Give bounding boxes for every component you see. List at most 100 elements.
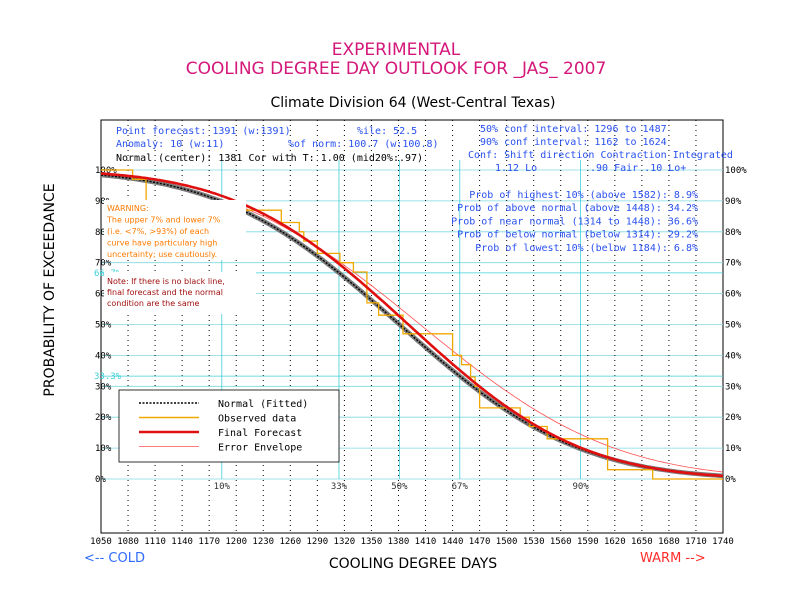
x-tick-1560: 1560: [550, 537, 572, 547]
y-tick-right-100: 100%: [725, 166, 747, 176]
y-tick-left-0: 0%: [95, 475, 106, 485]
x-tick-1440: 1440: [442, 537, 464, 547]
y-tick-left-30: 30%: [95, 382, 112, 392]
x-tick-1080: 1080: [117, 537, 139, 547]
x-tick-1500: 1500: [496, 537, 518, 547]
warning-block: WARNING: The upper 7% and lower 7% (i.e. <…: [106, 204, 221, 259]
title-line2: COOLING DEGREE DAY OUTLOOK FOR _JAS_ 200…: [186, 59, 607, 79]
percent-of-normal-text: %of norm: 100.7 (w:100.8): [288, 139, 439, 150]
prob-line-2: Prob of near normal (1314 to 1448): 36.6…: [451, 216, 698, 227]
cold-label: <-- COLD: [84, 551, 145, 566]
x-axis-title: COOLING DEGREE DAYS: [329, 556, 497, 572]
y-tick-left-20: 20%: [95, 413, 112, 423]
y-tick-left-90: 90%: [95, 197, 112, 207]
y-tick-right-90: 90%: [725, 197, 742, 207]
warning-line-0: WARNING:: [107, 204, 149, 213]
grid: [101, 120, 723, 533]
conf-header-text: Conf: Shift direction Contraction Integr…: [468, 150, 733, 161]
pct-label-2: 50%: [391, 482, 408, 492]
plot-frame: [100, 119, 724, 534]
legend-label-3: Error Envelope: [218, 443, 302, 454]
warning-line-4: uncertainty; use cautiously.: [107, 250, 217, 259]
x-tick-1530: 1530: [523, 537, 545, 547]
x-tick-1290: 1290: [307, 537, 329, 547]
y-tick-left-10: 10%: [95, 444, 112, 454]
note-line-1: final forecast and the normal: [107, 288, 223, 297]
y-tick-left-50: 50%: [95, 321, 112, 331]
x-tick-1380: 1380: [388, 537, 410, 547]
legend: Normal (Fitted) Observed data Final Foreca…: [139, 399, 308, 454]
y-tick-right-40: 40%: [725, 351, 742, 361]
y-tick-left-100: 100%: [95, 166, 117, 176]
y-tick-right-10: 10%: [725, 444, 742, 454]
warm-label: WARM -->: [640, 551, 706, 566]
legend-label-2: Final Forecast: [218, 428, 302, 439]
title-line1: EXPERIMENTAL: [332, 40, 461, 60]
x-tick-1260: 1260: [279, 537, 301, 547]
x-tick-1710: 1710: [685, 537, 707, 547]
y-tick-left-60: 60%: [95, 290, 112, 300]
x-tick-1740: 1740: [712, 537, 734, 547]
point-forecast-text: Point forecast: 1391 (w:1391): [116, 126, 291, 137]
pct-label-3: 67%: [452, 482, 469, 492]
note-line-2: condition are the same: [107, 299, 200, 308]
y-axis-title: PROBABILITY OF EXCEEDANCE: [42, 183, 58, 396]
warning-line-2: (i.e. <7%, >93%) of each: [107, 227, 209, 236]
warning-line-3: curve have particulary high: [107, 239, 217, 248]
y-tick-right-80: 80%: [725, 228, 742, 238]
y-tick-right-70: 70%: [725, 259, 742, 269]
y-tick-right-60: 60%: [725, 290, 742, 300]
x-tick-1680: 1680: [658, 537, 680, 547]
normal-center-text: Normal (center): 1381 Cor with T: 1.00 (…: [116, 153, 423, 164]
anomaly-text: Anomaly: 10 (w:11): [116, 139, 224, 150]
y-tick-left-80: 80%: [95, 228, 112, 238]
warning-backdrop: [104, 200, 246, 260]
x-tick-1230: 1230: [252, 537, 274, 547]
note-backdrop: [104, 272, 256, 314]
conf-shift-text: 1.12 Lo: [495, 163, 537, 174]
y-tick-right-20: 20%: [725, 413, 742, 423]
legend-label-1: Observed data: [218, 414, 296, 425]
conf-50-text: 50% conf interval: 1296 to 1487: [480, 124, 667, 135]
warning-line-1: The upper 7% and lower 7%: [106, 216, 221, 225]
x-tick-1590: 1590: [577, 537, 599, 547]
y-tick-left-40: 40%: [95, 351, 112, 361]
x-tick-1470: 1470: [469, 537, 491, 547]
x-tick-1200: 1200: [225, 537, 247, 547]
y-tick-labels-left: 0% 10% 20% 30% 40% 50% 60% 70% 80% 90% 100%: [95, 166, 117, 485]
x-tick-1140: 1140: [171, 537, 193, 547]
x-tick-1110: 1110: [144, 537, 166, 547]
pct-label-1: 33%: [331, 482, 348, 492]
prob-line-3: Prob of below normal (below 1314): 29.2%: [457, 230, 698, 241]
x-tick-1650: 1650: [631, 537, 653, 547]
conf-90-text: 90% conf interval: 1162 to 1624: [480, 137, 667, 148]
x-tick-labels: 1050 1080 1110 1140 1170 1200 1230 1260 1290 1320…: [90, 537, 734, 547]
prob-line-1: Prob of above normal (above 1448): 34.2%: [457, 203, 698, 214]
y-tick-right-30: 30%: [725, 382, 742, 392]
pct-label-0: 10%: [214, 482, 231, 492]
subtitle: Climate Division 64 (West-Central Texas): [270, 95, 555, 111]
note-line-0: Note: If there is no black line,: [107, 277, 225, 286]
x-tick-1170: 1170: [198, 537, 220, 547]
percentile-markers: 10% 33% 50% 67% 90%: [214, 160, 589, 492]
pct-label-4: 90%: [572, 482, 589, 492]
note-block: Note: If there is no black line, final fo…: [107, 277, 225, 308]
x-tick-1050: 1050: [90, 537, 112, 547]
probability-list: Prob of highest 10% (above 1582): 8.9% Pr…: [451, 190, 698, 254]
x-tick-1320: 1320: [334, 537, 356, 547]
final-forecast-line: [100, 172, 724, 478]
percentile-text: %ile: 52.5: [357, 126, 417, 137]
prob-line-0: Prob of highest 10% (above 1582): 8.9%: [469, 190, 698, 201]
legend-label-0: Normal (Fitted): [218, 399, 308, 410]
conf-contraction-text: .90 Fair .10 Lo+: [590, 163, 686, 174]
y-tick-right-50: 50%: [725, 321, 742, 331]
legend-box: [118, 389, 340, 463]
x-tick-1410: 1410: [415, 537, 437, 547]
y-tick-right-0: 0%: [725, 475, 736, 485]
y-tick-labels-right: 0% 10% 20% 30% 40% 50% 60% 70% 80% 90% 100%: [725, 166, 747, 485]
y-tick-left-70: 70%: [95, 259, 112, 269]
ref-label-1: 33.3%: [94, 372, 122, 382]
x-tick-1620: 1620: [604, 537, 626, 547]
prob-line-4: Prob of lowest 10% (below 1184): 6.8%: [475, 243, 698, 254]
x-tick-1350: 1350: [361, 537, 383, 547]
